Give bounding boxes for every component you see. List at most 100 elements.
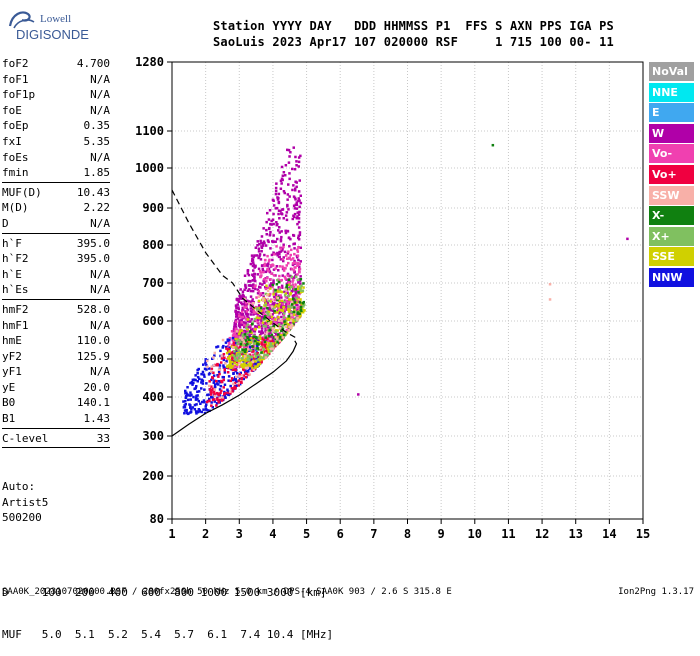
echo-point xyxy=(251,257,254,260)
scaled-parameters-panel: foF2 4.700 foF1 N/A foF1p N/A foE N/A foEp 0.35 fx… xyxy=(2,56,110,450)
echo-point xyxy=(212,356,215,359)
echo-point xyxy=(205,368,208,371)
echo-point xyxy=(284,277,287,280)
echo-point xyxy=(235,363,239,366)
echo-point xyxy=(273,295,276,299)
echo-point xyxy=(301,289,305,292)
echo-point xyxy=(258,253,262,256)
echo-point xyxy=(245,324,248,328)
echo-point xyxy=(223,383,227,386)
echo-point xyxy=(280,165,284,169)
echo-point xyxy=(284,267,287,270)
legend-item-sse: SSE xyxy=(649,247,694,267)
auto-label: Auto: xyxy=(2,480,36,493)
distance-muf-table: D 100 200 400 600 800 1000 1500 3000 [km… xyxy=(2,558,333,656)
echo-point xyxy=(263,340,267,344)
echo-point xyxy=(219,397,222,401)
echo-point xyxy=(281,324,284,327)
echo-point xyxy=(238,326,242,329)
echo-point xyxy=(202,363,205,366)
echo-point xyxy=(288,307,291,311)
echo-point xyxy=(262,227,265,230)
echo-point xyxy=(299,275,302,278)
echo-point xyxy=(261,299,265,302)
echo-point xyxy=(294,198,297,201)
y-tick-label: 300 xyxy=(142,429,164,443)
echo-point xyxy=(287,308,290,311)
echo-point xyxy=(263,262,267,265)
echo-point xyxy=(211,376,214,379)
echo-point xyxy=(271,258,274,262)
echo-point xyxy=(252,269,255,272)
param-key: fmin xyxy=(2,166,29,180)
echo-point xyxy=(193,403,197,407)
echo-point xyxy=(296,215,299,218)
echo-point xyxy=(203,400,206,404)
echo-point xyxy=(265,277,269,280)
echo-point xyxy=(286,274,290,277)
echo-point xyxy=(189,404,192,407)
echo-point xyxy=(241,315,245,319)
param-value: 1.85 xyxy=(83,166,111,180)
echo-point xyxy=(283,322,286,325)
echo-point xyxy=(275,333,278,336)
echo-point xyxy=(278,255,281,259)
param-key: foF1 xyxy=(2,72,29,86)
echo-point xyxy=(244,365,247,368)
echo-point xyxy=(252,302,255,305)
echo-point xyxy=(289,312,292,316)
echo-point xyxy=(196,372,199,375)
param-separator xyxy=(2,232,110,234)
y-tick-label: 80 xyxy=(150,512,164,526)
echo-point xyxy=(243,297,246,301)
echo-point xyxy=(241,290,245,293)
echo-point xyxy=(252,261,255,264)
echo-point xyxy=(230,387,234,390)
echo-point xyxy=(230,366,233,370)
echo-point xyxy=(268,346,271,349)
echo-point xyxy=(184,403,187,406)
echo-point xyxy=(287,261,290,265)
echo-point xyxy=(212,374,216,377)
echo-point xyxy=(262,356,265,359)
param-separator xyxy=(2,427,110,429)
echo-point xyxy=(266,211,269,215)
echo-point xyxy=(235,380,238,383)
echo-point xyxy=(237,350,241,353)
echo-point xyxy=(265,322,269,326)
echo-point xyxy=(260,324,264,328)
echo-point xyxy=(285,303,288,306)
echo-point xyxy=(276,320,279,324)
echo-point xyxy=(296,273,299,276)
echo-point xyxy=(250,361,253,364)
y-tick-label: 900 xyxy=(142,201,164,215)
echo-point xyxy=(294,310,297,314)
echo-point xyxy=(189,391,192,394)
echo-point xyxy=(277,229,280,232)
echo-point xyxy=(213,383,217,386)
param-key: hmF1 xyxy=(2,318,29,332)
param-value: N/A xyxy=(90,150,110,164)
auto-program: Artist5 xyxy=(2,495,49,509)
echo-point xyxy=(268,226,271,230)
echo-point xyxy=(267,218,271,221)
echo-point xyxy=(232,387,236,390)
echo-point xyxy=(298,270,301,274)
echo-point xyxy=(242,333,245,336)
echo-point xyxy=(268,258,271,262)
echo-point xyxy=(297,236,300,240)
x-tick-label: 8 xyxy=(404,527,411,541)
polarization-legend: NoVal NNE E W Vo- Vo+ SSW X- X+ SSE NNW xyxy=(649,62,694,289)
echo-point xyxy=(235,354,239,357)
echo-point xyxy=(286,301,290,304)
echo-point xyxy=(242,339,246,342)
echo-point xyxy=(283,308,286,311)
echo-point xyxy=(223,368,226,371)
echo-point xyxy=(215,404,218,407)
echo-point xyxy=(287,315,290,318)
echo-point xyxy=(235,315,238,318)
autoscaling-info: Auto: Artist5 500200 xyxy=(2,479,48,526)
echo-point xyxy=(280,290,284,294)
echo-point xyxy=(287,148,291,152)
echo-point xyxy=(249,262,253,266)
